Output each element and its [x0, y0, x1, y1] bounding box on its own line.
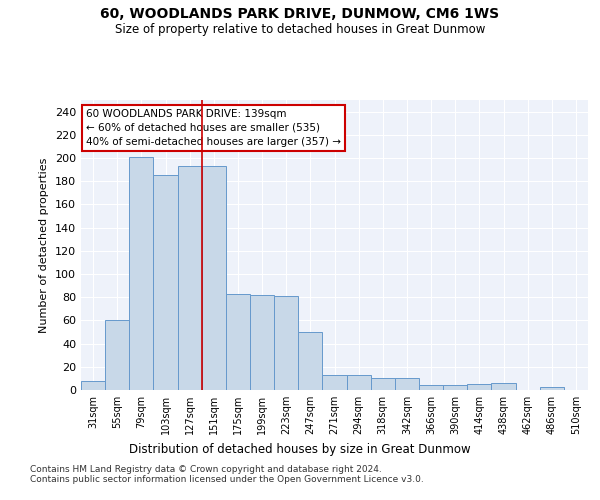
Bar [467, 384, 491, 390]
Bar [298, 332, 322, 390]
Bar [250, 295, 274, 390]
Bar [443, 386, 467, 390]
Text: Contains HM Land Registry data © Crown copyright and database right 2024.: Contains HM Land Registry data © Crown c… [30, 466, 382, 474]
Bar [371, 378, 395, 390]
Text: Distribution of detached houses by size in Great Dunmow: Distribution of detached houses by size … [129, 442, 471, 456]
Bar [322, 375, 347, 390]
Text: 60, WOODLANDS PARK DRIVE, DUNMOW, CM6 1WS: 60, WOODLANDS PARK DRIVE, DUNMOW, CM6 1W… [100, 8, 500, 22]
Bar [395, 378, 419, 390]
Bar [202, 166, 226, 390]
Text: Contains public sector information licensed under the Open Government Licence v3: Contains public sector information licen… [30, 476, 424, 484]
Text: Size of property relative to detached houses in Great Dunmow: Size of property relative to detached ho… [115, 22, 485, 36]
Bar [81, 380, 105, 390]
Bar [129, 157, 154, 390]
Bar [105, 320, 129, 390]
Bar [540, 386, 564, 390]
Bar [419, 386, 443, 390]
Bar [347, 375, 371, 390]
Bar [491, 383, 515, 390]
Text: 60 WOODLANDS PARK DRIVE: 139sqm
← 60% of detached houses are smaller (535)
40% o: 60 WOODLANDS PARK DRIVE: 139sqm ← 60% of… [86, 108, 341, 146]
Bar [178, 166, 202, 390]
Bar [226, 294, 250, 390]
Bar [274, 296, 298, 390]
Y-axis label: Number of detached properties: Number of detached properties [40, 158, 49, 332]
Bar [154, 176, 178, 390]
